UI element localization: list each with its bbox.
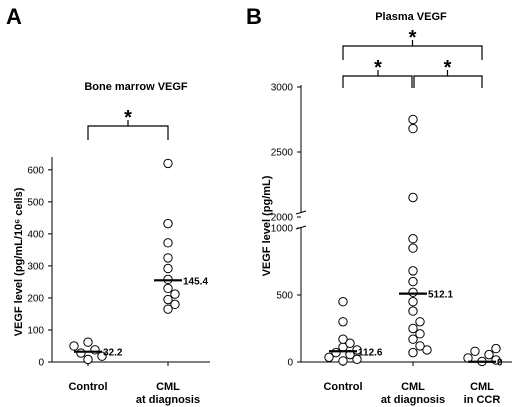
data-point xyxy=(415,317,425,327)
panel-b-medians: 112.6 512.1 0 xyxy=(329,290,503,369)
data-point xyxy=(338,334,348,344)
category-label: at diagnosis xyxy=(381,394,445,406)
data-point xyxy=(163,238,173,248)
median-label: 0 xyxy=(497,358,503,369)
data-point xyxy=(338,317,348,327)
data-point xyxy=(415,329,425,339)
panel-b-ytick-label: 3000 xyxy=(271,83,294,94)
data-point xyxy=(408,234,418,244)
data-point xyxy=(408,287,418,298)
panel-a-ytick-label: 400 xyxy=(27,229,44,240)
data-point xyxy=(408,192,418,203)
panel-a-significance: * xyxy=(87,107,169,140)
data-point xyxy=(408,266,418,276)
panel-a-ticks: 0 100 200 300 400 500 600 xyxy=(27,165,169,369)
panel-a-ytick-label: 500 xyxy=(27,197,44,208)
data-point xyxy=(331,347,341,358)
panel-a-label: A xyxy=(6,4,22,29)
data-point xyxy=(408,334,418,344)
data-point xyxy=(83,354,93,365)
median-label: 112.6 xyxy=(358,347,383,358)
category-label: in CCR xyxy=(464,394,501,406)
panel-a-points xyxy=(69,158,180,365)
median-label: 32.2 xyxy=(103,348,123,359)
data-point xyxy=(408,243,418,253)
category-label: CML xyxy=(156,381,180,393)
panel-b-title: Plasma VEGF xyxy=(375,11,447,23)
data-point xyxy=(408,276,418,287)
data-point xyxy=(338,356,348,366)
data-point xyxy=(352,354,362,365)
panel-b-ytick-label: 500 xyxy=(276,291,293,302)
data-point xyxy=(422,345,432,355)
category-label: at diagnosis xyxy=(136,394,200,406)
median-label: 512.1 xyxy=(428,290,453,301)
category-label: Control xyxy=(68,381,107,393)
significance-star: * xyxy=(444,57,452,79)
data-point xyxy=(163,294,173,305)
data-point xyxy=(470,346,480,356)
significance-star: * xyxy=(374,57,382,79)
data-point xyxy=(415,341,425,351)
data-point xyxy=(83,337,93,347)
significance-star: * xyxy=(124,107,132,129)
panel-a-medians: 32.2 145.4 xyxy=(74,276,208,359)
panel-a-ytick-label: 600 xyxy=(27,165,44,176)
data-point xyxy=(408,123,418,134)
panel-a-ylabel: VEGF level (pg/mL/10⁶ cells) xyxy=(13,187,25,336)
panel-b-significance: * * * xyxy=(342,27,483,88)
data-point xyxy=(324,352,334,363)
significance-star: * xyxy=(409,27,417,49)
panel-b: B Plasma VEGF VEGF level (pg/mL) 0 500 100… xyxy=(246,4,512,406)
data-point xyxy=(345,338,355,348)
category-label: Control xyxy=(323,381,362,393)
category-label: CML xyxy=(470,381,494,393)
data-point xyxy=(163,218,173,229)
panel-b-label: B xyxy=(246,4,262,29)
panel-b-ytick-label: 1000 xyxy=(271,224,294,235)
data-point xyxy=(163,158,173,169)
data-point xyxy=(408,347,418,358)
panel-b-ytick-label: 2000 xyxy=(271,213,294,224)
panel-a-ytick-label: 100 xyxy=(27,325,44,336)
data-point xyxy=(338,297,348,307)
data-point xyxy=(491,343,501,354)
data-point xyxy=(484,349,494,360)
panel-b-ylabel: VEGF level (pg/mL) xyxy=(261,175,273,276)
panel-a-ytick-label: 200 xyxy=(27,293,44,304)
data-point xyxy=(170,289,180,299)
panel-a: A Bone marrow VEGF VEGF level (pg/mL/10⁶… xyxy=(6,4,210,406)
panel-b-points xyxy=(324,114,501,367)
data-point xyxy=(163,253,173,263)
category-label: CML xyxy=(401,381,425,393)
data-point xyxy=(170,299,180,310)
data-point xyxy=(163,304,173,314)
panel-a-ytick-label: 0 xyxy=(38,358,44,369)
panel-b-ytick-label: 2500 xyxy=(271,148,294,159)
panel-a-ytick-label: 300 xyxy=(27,261,44,272)
data-point xyxy=(408,297,418,307)
data-point xyxy=(408,114,418,125)
panel-b-ytick-label: 0 xyxy=(287,358,293,369)
median-label: 145.4 xyxy=(183,276,208,287)
data-point xyxy=(76,348,86,358)
data-point xyxy=(163,263,173,274)
data-point xyxy=(408,323,418,334)
data-point xyxy=(408,306,418,316)
data-point xyxy=(69,341,79,351)
panel-b-axis-break-mark-1 xyxy=(295,210,307,215)
panel-a-title: Bone marrow VEGF xyxy=(84,81,188,93)
data-point xyxy=(163,283,173,294)
